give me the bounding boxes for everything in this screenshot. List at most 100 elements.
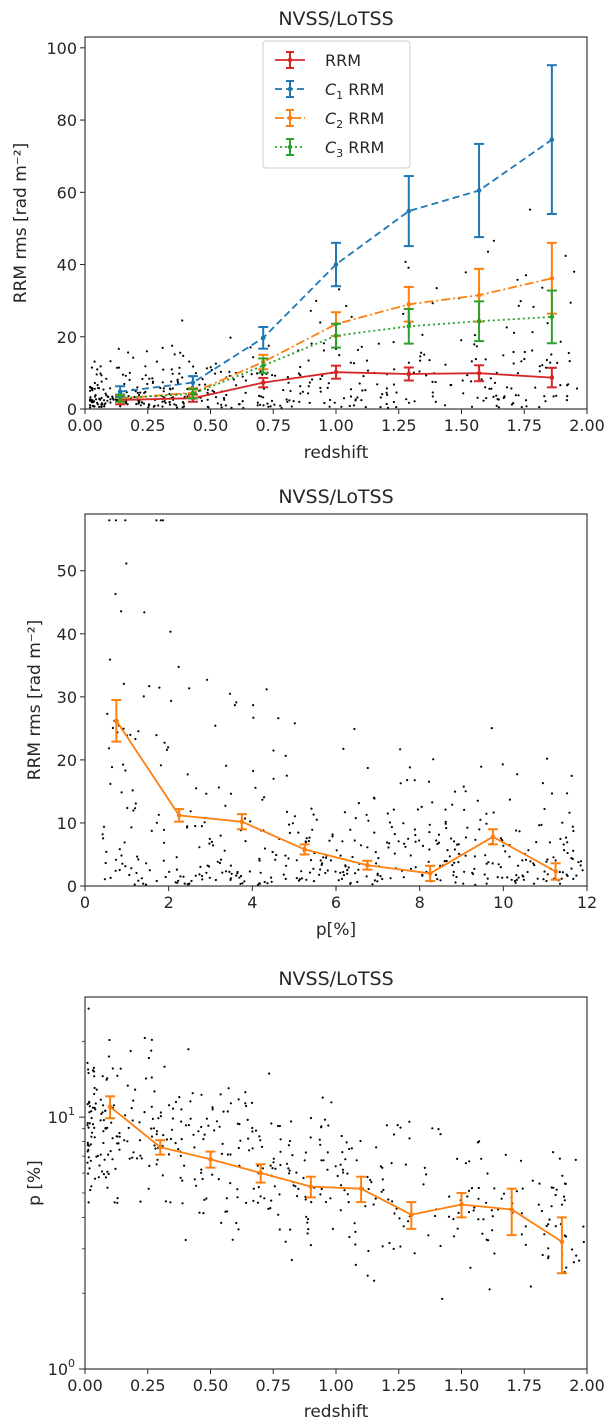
scatter-point	[354, 1263, 357, 1266]
scatter-point	[137, 858, 140, 861]
scatter-point	[493, 1187, 496, 1190]
scatter-point	[357, 868, 360, 871]
scatter-point	[443, 404, 447, 407]
scatter-point	[150, 1038, 153, 1041]
scatter-point	[250, 373, 253, 376]
scatter-point	[390, 825, 393, 829]
scatter-point	[86, 1124, 89, 1127]
scatter-point	[252, 1199, 255, 1202]
scatter-point	[364, 1205, 367, 1208]
scatter-point	[86, 1061, 89, 1064]
scatter-point	[193, 1178, 196, 1181]
scatter-point	[89, 396, 92, 399]
x-tick-label: 0.25	[130, 1376, 166, 1395]
scatter-point	[471, 871, 474, 875]
scatter-point	[144, 883, 148, 886]
scatter-point	[129, 733, 132, 737]
scatter-point	[229, 792, 233, 795]
scatter-point	[197, 1130, 200, 1133]
scatter-point	[495, 404, 498, 407]
scatter-point	[372, 796, 376, 799]
scatter-point	[221, 871, 224, 874]
x-tick-label: 10	[493, 893, 513, 912]
scatter-point	[522, 878, 526, 881]
scatter-point	[278, 1228, 281, 1231]
scatter-point	[120, 791, 123, 794]
scatter-point	[342, 1171, 345, 1174]
scatter-point	[256, 1201, 260, 1204]
scatter-point	[201, 1177, 204, 1181]
scatter-point	[169, 1137, 173, 1141]
scatter-point	[514, 881, 517, 884]
scatter-point	[473, 343, 476, 346]
scatter-point	[538, 370, 541, 373]
scatter-point	[107, 1172, 110, 1175]
scatter-point	[109, 387, 112, 390]
scatter-point	[219, 370, 222, 373]
scatter-point	[399, 1126, 402, 1129]
scatter-point	[453, 848, 456, 851]
scatter-point	[505, 326, 508, 329]
panel-1-y-ticks: 0 20 40 60 80 100	[46, 39, 85, 419]
scatter-point	[406, 779, 409, 782]
scatter-point	[422, 1183, 425, 1186]
scatter-point	[397, 840, 400, 843]
scatter-point	[236, 1196, 239, 1199]
scatter-point	[439, 1133, 442, 1136]
scatter-point	[174, 881, 177, 884]
scatter-point	[87, 1201, 90, 1204]
scatter-point	[545, 358, 549, 362]
data-point	[190, 391, 196, 397]
scatter-point	[161, 381, 164, 384]
scatter-point	[134, 807, 137, 810]
scatter-point	[543, 395, 546, 398]
scatter-point	[508, 855, 511, 858]
scatter-point	[501, 763, 504, 766]
scatter-point	[554, 1225, 557, 1228]
scatter-point	[566, 792, 569, 795]
scatter-point	[528, 208, 532, 211]
scatter-point	[319, 386, 322, 389]
scatter-point	[381, 393, 384, 396]
scatter-point	[538, 1182, 541, 1185]
scatter-point	[136, 386, 139, 389]
scatter-point	[93, 1075, 96, 1078]
scatter-point	[444, 822, 447, 825]
scatter-point	[118, 1148, 121, 1151]
scatter-point	[326, 386, 329, 389]
scatter-point	[189, 1117, 192, 1120]
scatter-point	[353, 727, 356, 731]
scatter-point	[90, 1135, 93, 1138]
scatter-point	[504, 1153, 507, 1156]
scatter-point	[205, 1197, 208, 1200]
scatter-point	[145, 350, 148, 353]
scatter-point	[188, 360, 191, 363]
scatter-point	[474, 838, 477, 841]
scatter-point	[192, 1133, 195, 1136]
y-tick-label: 60	[57, 183, 77, 202]
legend-item-0: RRM	[275, 51, 361, 70]
scatter-point	[252, 716, 255, 719]
scatter-point	[217, 1178, 220, 1181]
scatter-point	[194, 372, 197, 375]
scatter-point	[404, 1163, 407, 1166]
scatter-point	[114, 519, 117, 522]
data-point	[258, 1170, 264, 1176]
scatter-point	[566, 841, 569, 844]
scatter-point	[319, 377, 322, 381]
scatter-point	[487, 1239, 490, 1242]
scatter-point	[224, 804, 227, 807]
scatter-point	[477, 1218, 480, 1221]
scatter-point	[315, 299, 318, 302]
scatter-point	[104, 861, 107, 865]
scatter-point	[338, 354, 341, 357]
panel-1-series	[115, 64, 557, 406]
scatter-point	[278, 1193, 281, 1196]
panel-1-scatter-points	[89, 208, 579, 410]
scatter-point	[541, 1253, 544, 1257]
scatter-point	[284, 1240, 287, 1243]
scatter-point	[339, 1163, 342, 1166]
scatter-point	[466, 1195, 469, 1198]
y-tick-label: 30	[57, 688, 77, 707]
scatter-point	[286, 376, 289, 379]
